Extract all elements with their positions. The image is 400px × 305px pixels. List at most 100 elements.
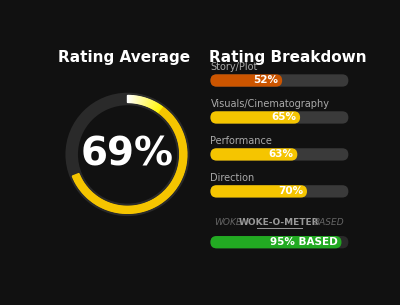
Wedge shape [179,146,186,148]
Text: BASED: BASED [314,218,344,227]
Wedge shape [178,165,186,168]
Wedge shape [178,168,185,171]
Wedge shape [102,202,106,208]
Wedge shape [176,173,183,176]
FancyBboxPatch shape [210,74,348,87]
Wedge shape [162,193,167,199]
Wedge shape [178,167,185,170]
Wedge shape [154,198,159,205]
Wedge shape [124,206,125,213]
Wedge shape [90,194,95,200]
Text: 69%: 69% [81,135,174,174]
FancyBboxPatch shape [210,236,342,248]
Wedge shape [101,201,106,208]
Wedge shape [74,178,81,182]
Text: Rating Breakdown: Rating Breakdown [209,50,366,65]
Wedge shape [179,163,186,165]
Wedge shape [150,101,154,108]
Wedge shape [120,206,122,213]
Wedge shape [112,205,115,212]
Text: WOKE: WOKE [214,218,242,227]
Wedge shape [107,203,111,210]
Wedge shape [145,99,149,106]
Wedge shape [158,196,163,202]
Text: Direction: Direction [210,173,255,183]
Wedge shape [155,198,160,204]
Wedge shape [179,144,186,146]
Text: Story/Plot: Story/Plot [210,62,258,72]
Wedge shape [178,140,185,143]
Wedge shape [141,98,144,105]
Wedge shape [170,120,176,125]
Wedge shape [105,203,108,209]
Wedge shape [179,162,186,164]
Wedge shape [88,194,94,200]
Wedge shape [150,201,154,208]
Wedge shape [174,128,181,132]
Wedge shape [176,134,184,137]
Wedge shape [106,203,110,210]
Wedge shape [171,121,177,126]
Wedge shape [180,149,187,150]
Wedge shape [140,205,143,212]
Wedge shape [154,199,158,206]
Wedge shape [136,96,139,103]
Wedge shape [74,177,81,181]
Wedge shape [175,130,182,134]
Wedge shape [179,164,186,167]
Wedge shape [177,135,184,138]
Wedge shape [175,129,182,133]
Wedge shape [156,105,160,111]
Wedge shape [180,151,187,153]
Wedge shape [122,206,124,213]
Wedge shape [115,205,117,212]
Text: 65%: 65% [271,113,296,122]
Wedge shape [128,206,130,213]
Wedge shape [176,172,184,175]
Text: 63%: 63% [268,149,294,160]
Wedge shape [160,108,166,114]
Wedge shape [85,191,91,196]
Wedge shape [94,197,98,203]
Wedge shape [108,204,112,210]
Wedge shape [133,96,135,103]
Wedge shape [77,181,84,186]
Wedge shape [152,200,156,207]
Wedge shape [142,98,145,105]
Wedge shape [128,95,129,102]
Wedge shape [147,100,151,107]
Wedge shape [145,203,149,210]
Wedge shape [78,184,85,188]
Wedge shape [175,175,182,179]
Wedge shape [111,204,114,211]
Wedge shape [143,204,146,211]
Wedge shape [96,198,100,205]
Wedge shape [92,196,97,202]
Wedge shape [166,189,172,195]
Wedge shape [88,193,93,199]
Wedge shape [150,201,155,207]
FancyBboxPatch shape [210,148,297,160]
Wedge shape [162,192,168,198]
Text: 95% BASED: 95% BASED [270,237,338,247]
Wedge shape [152,199,157,206]
Wedge shape [98,199,102,206]
Wedge shape [174,177,181,181]
Wedge shape [176,131,182,135]
Wedge shape [156,105,161,112]
Wedge shape [176,133,183,136]
Wedge shape [171,183,177,188]
Wedge shape [168,186,174,192]
Wedge shape [148,202,152,208]
Wedge shape [139,97,142,104]
Wedge shape [171,182,178,186]
Wedge shape [157,196,162,203]
Wedge shape [180,150,187,152]
Wedge shape [168,117,174,123]
Wedge shape [177,136,184,139]
Wedge shape [82,188,88,193]
Wedge shape [180,147,186,149]
Wedge shape [160,194,165,201]
Wedge shape [73,174,80,178]
Wedge shape [172,181,178,185]
